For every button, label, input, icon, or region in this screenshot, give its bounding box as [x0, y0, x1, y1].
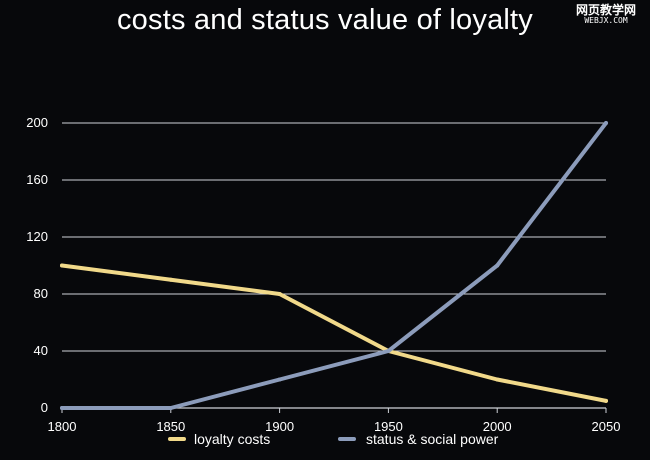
data-point-s0-1900 [277, 292, 282, 296]
y-tick-label-160: 160 [26, 172, 48, 187]
series-line-0 [60, 263, 608, 403]
legend: loyalty costs status & social power [168, 431, 499, 447]
legend-label-1: status & social power [366, 431, 499, 447]
y-tick-label-200: 200 [26, 115, 48, 130]
data-point-s0-2000 [495, 377, 500, 382]
y-tick-label-120: 120 [26, 229, 48, 244]
data-point-s0-1800 [60, 263, 64, 268]
x-tick-label-1850: 1850 [156, 419, 185, 434]
y-tick-label-40: 40 [34, 343, 48, 358]
series-lines [60, 121, 608, 410]
data-point-s1-1950 [386, 349, 391, 353]
y-tick-label-80: 80 [34, 286, 48, 301]
data-point-s1-1850 [168, 406, 173, 410]
series-line-1 [60, 121, 608, 410]
data-point-s0-1850 [168, 277, 173, 282]
watermark-line-1: 网页教学网 [575, 3, 636, 17]
chart-title: costs and status value of loyalty [116, 4, 534, 36]
data-point-s1-2050 [604, 121, 608, 125]
watermark-logo: 网页教学网 WEBJX.COM [566, 3, 646, 26]
data-point-s0-2050 [604, 398, 608, 403]
data-point-s1-2000 [495, 263, 500, 268]
grid-lines [62, 122, 606, 352]
x-tick-label-1950: 1950 [374, 419, 403, 434]
y-tick-label-0: 0 [41, 400, 48, 415]
axes: 0 40 80 120 160 200 1800 1850 1900 1950 2000 2050 [26, 115, 620, 434]
x-tick-label-1900: 1900 [265, 419, 294, 434]
legend-label-0: loyalty costs [194, 431, 270, 447]
x-tick-label-2000: 2000 [483, 419, 512, 434]
watermark-line-2: WEBJX.COM [584, 16, 628, 26]
x-tick-label-2050: 2050 [592, 419, 621, 434]
data-point-s1-1800 [60, 406, 64, 410]
x-tick-label-1800: 1800 [48, 419, 77, 434]
data-point-s1-1900 [277, 377, 282, 382]
